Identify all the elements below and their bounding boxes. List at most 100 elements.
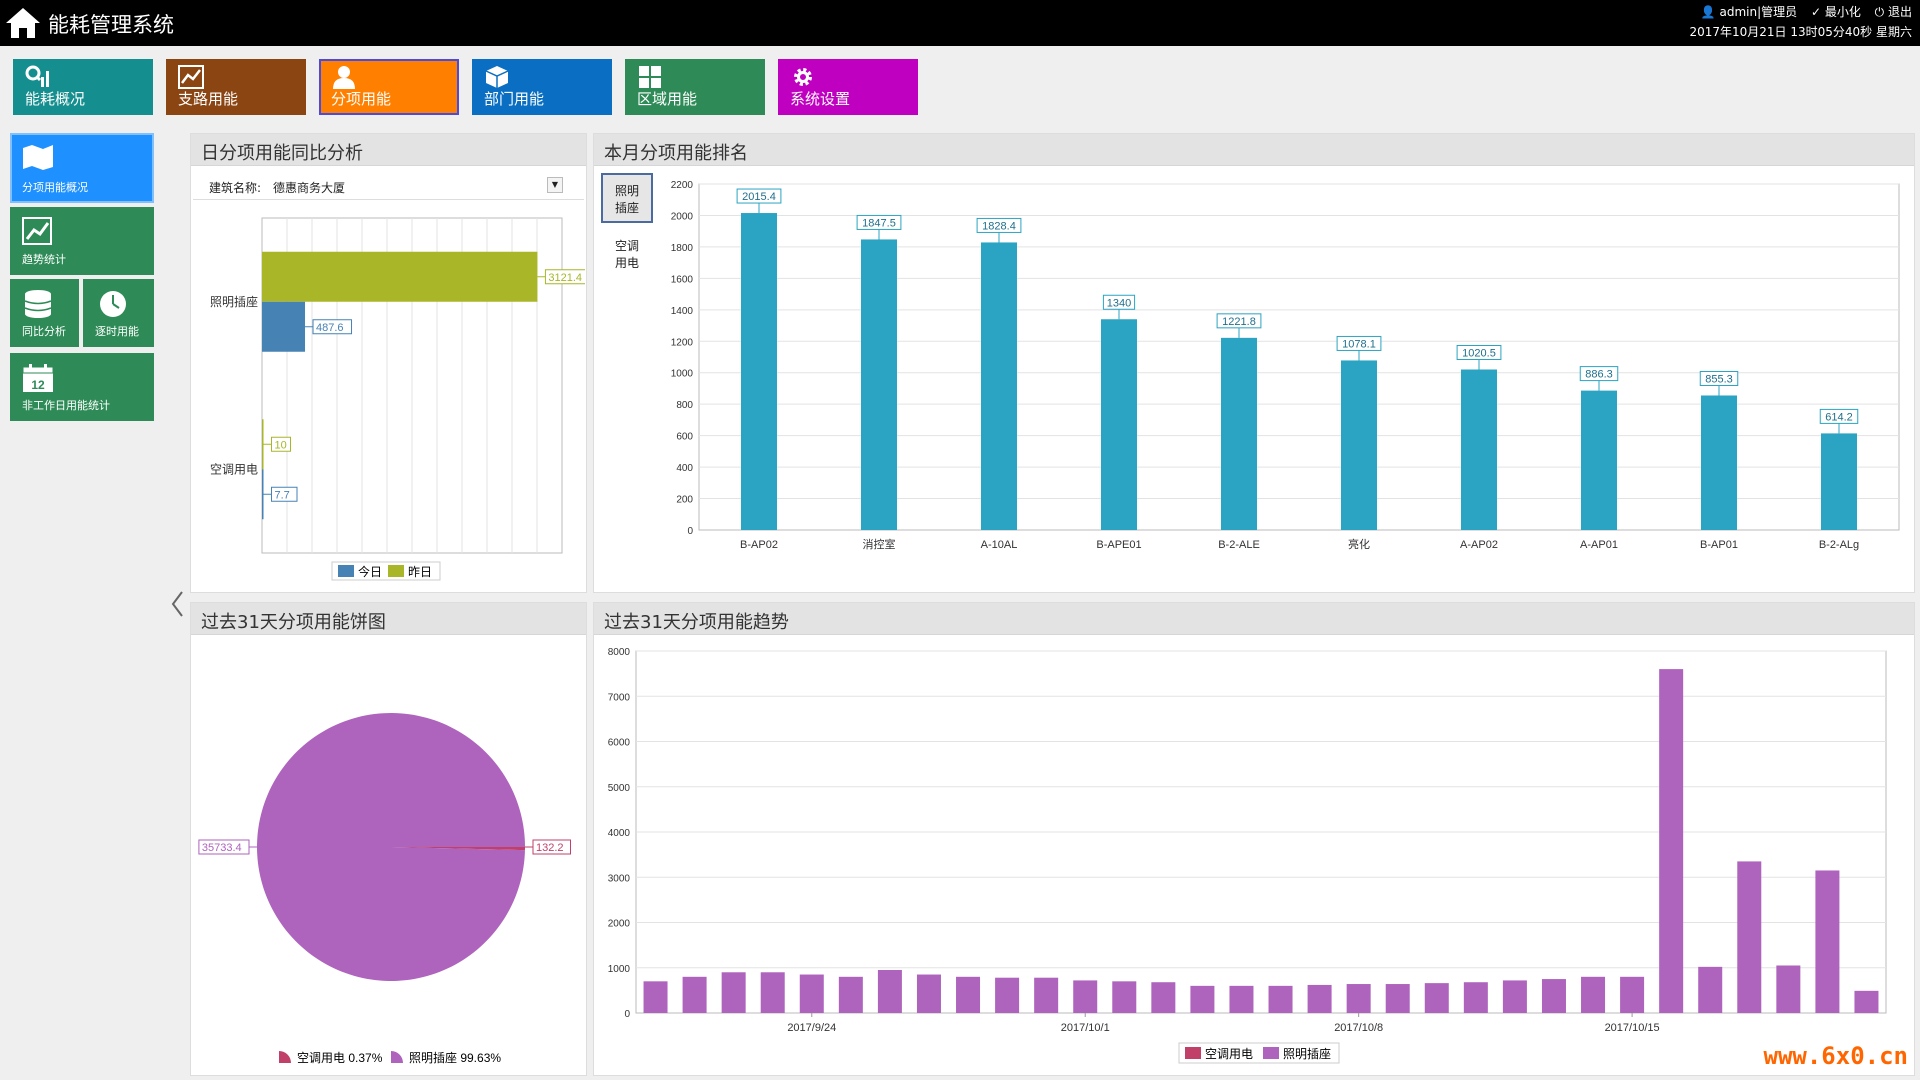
bar [262, 251, 538, 302]
y-tick-label: 4000 [608, 828, 631, 839]
panel-title: 日分项用能同比分析 [191, 134, 586, 166]
data-label-box [1579, 366, 1619, 382]
user-link[interactable]: 👤 admin|管理员 [1700, 5, 1798, 19]
data-label-box [271, 486, 298, 502]
y-tick-label: 8000 [608, 647, 631, 658]
data-label-box [271, 436, 291, 452]
legend-swatch [391, 1051, 403, 1063]
x-tick-label: A-AP02 [1460, 539, 1498, 551]
x-tick-label: 2017/10/15 [1605, 1022, 1660, 1034]
bar [1581, 976, 1606, 1013]
bar [1112, 981, 1137, 1013]
sidebar-item-trend[interactable]: 趋势统计 [10, 207, 154, 275]
legend-label: 今日 [358, 564, 382, 579]
panel-title: 过去31天分项用能饼图 [191, 603, 586, 635]
nav-label: 分项用能 [331, 90, 392, 108]
sidebar-item-yoy[interactable]: 同比分析 [10, 279, 79, 347]
pie-slice [391, 847, 525, 851]
bar [1541, 979, 1566, 1013]
data-label: 35733.4 [202, 842, 242, 854]
legend-label: 空调用电 [1205, 1047, 1253, 1061]
x-tick-label: 亮化 [1348, 537, 1370, 551]
logout-link[interactable]: ⏻ 退出 [1874, 5, 1912, 19]
search-chart-icon [25, 65, 49, 87]
bar [760, 972, 785, 1013]
y-tick-label: 800 [676, 400, 693, 411]
y-tick-label: 5000 [608, 783, 631, 794]
data-label: 1020.5 [1462, 348, 1496, 360]
nav-itemized-energy[interactable]: 分项用能 [319, 59, 459, 115]
calendar-icon: 12 [22, 364, 54, 392]
data-label-box [1456, 345, 1502, 361]
bar [877, 970, 902, 1013]
line-chart-icon [178, 65, 204, 89]
top-bar: 能耗管理系统 👤 admin|管理员 ✓ 最小化 ⏻ 退出 2017年10月21… [0, 0, 1920, 46]
sidebar-item-label: 同比分析 [22, 325, 66, 338]
data-label-box [1102, 294, 1136, 310]
sidebar-item-hourly[interactable]: 逐时用能 [83, 279, 154, 347]
bar [1461, 369, 1497, 530]
x-tick-label: B-APE01 [1096, 539, 1141, 551]
y-tick-label: 400 [676, 463, 693, 474]
bar [1581, 390, 1617, 530]
bar [1073, 980, 1098, 1013]
nav-label: 能耗概况 [25, 90, 86, 108]
bar [1268, 985, 1293, 1013]
daily-comparison-chart: 照明插座 3121.4 487.6 空调用电 10 7.7 今日 昨日 [210, 217, 585, 581]
minimize-link[interactable]: ✓ 最小化 [1810, 5, 1861, 19]
x-tick-label: 2017/10/8 [1334, 1022, 1383, 1034]
data-label-box [198, 839, 250, 855]
watermark: www.6x0.cn [1763, 1042, 1909, 1070]
bar [262, 301, 306, 352]
nav-branch-energy[interactable]: 支路用能 [166, 59, 306, 115]
bar [1821, 433, 1857, 530]
tab-lighting-socket[interactable]: 照明 插座 [601, 173, 653, 223]
y-tick-label: 0 [687, 526, 693, 537]
legend-swatch [1185, 1047, 1201, 1059]
bar [1190, 985, 1215, 1013]
y-tick-label: 1000 [671, 369, 694, 380]
bar [1659, 669, 1684, 1013]
nav-energy-overview[interactable]: 能耗概况 [13, 59, 153, 115]
collapse-sidebar-icon[interactable] [170, 590, 186, 618]
bar [1221, 337, 1257, 530]
x-tick-label: B-AP01 [1700, 539, 1738, 551]
nav-area-energy[interactable]: 区域用能 [625, 59, 765, 115]
home-icon[interactable] [4, 6, 42, 40]
data-label: 487.6 [316, 322, 344, 334]
bar [741, 213, 777, 531]
trend-chart: 0 1000 2000 3000 4000 5000 6000 7000 8000 2017/9/… [608, 647, 1887, 1064]
x-tick-label: B-2-ALE [1218, 539, 1260, 551]
building-select[interactable]: 德惠商务大厦 ▼ [273, 175, 563, 197]
x-tick-label: 2017/9/24 [787, 1022, 836, 1034]
legend-box [331, 561, 441, 581]
data-label-box [1216, 313, 1262, 329]
dropdown-arrow-icon[interactable]: ▼ [547, 177, 563, 193]
bar [861, 239, 897, 530]
nav-department-energy[interactable]: 部门用能 [472, 59, 612, 115]
panel-31day-pie: 过去31天分项用能饼图 132.2 35733.4 空调用电 0.37% 照明插座 9… [190, 602, 587, 1076]
sidebar-item-nonworkday[interactable]: 12 非工作日用能统计 [10, 353, 154, 421]
building-value: 德惠商务大厦 [273, 181, 346, 195]
tab-air-conditioning[interactable]: 空调 用电 [614, 239, 639, 270]
x-tick-label: B-2-ALg [1819, 539, 1859, 551]
category-label: 照明插座 [210, 294, 258, 309]
bar [1229, 985, 1254, 1013]
y-tick-label: 1200 [671, 337, 694, 348]
category-label: 空调用电 [210, 462, 258, 476]
bar [1776, 965, 1801, 1013]
nav-system-settings[interactable]: 系统设置 [778, 59, 918, 115]
datetime: 2017年10月21日 13时05分40秒 星期六 [1689, 25, 1912, 39]
data-label-box [532, 839, 571, 855]
data-label-box [544, 269, 585, 285]
data-label-box [856, 214, 902, 230]
data-label: 1221.8 [1222, 316, 1256, 328]
sidebar-item-overview[interactable]: 分项用能概况 [10, 133, 154, 203]
gear-icon [794, 68, 812, 86]
legend-label: 照明插座 99.63% [409, 1050, 501, 1065]
nav-label: 部门用能 [484, 90, 545, 108]
user-icon [333, 66, 355, 89]
data-label-box [1819, 408, 1859, 424]
panel-31day-trend: 过去31天分项用能趋势 0 1000 2000 3000 4000 5000 6000 700… [593, 602, 1915, 1076]
bar [1346, 984, 1371, 1013]
